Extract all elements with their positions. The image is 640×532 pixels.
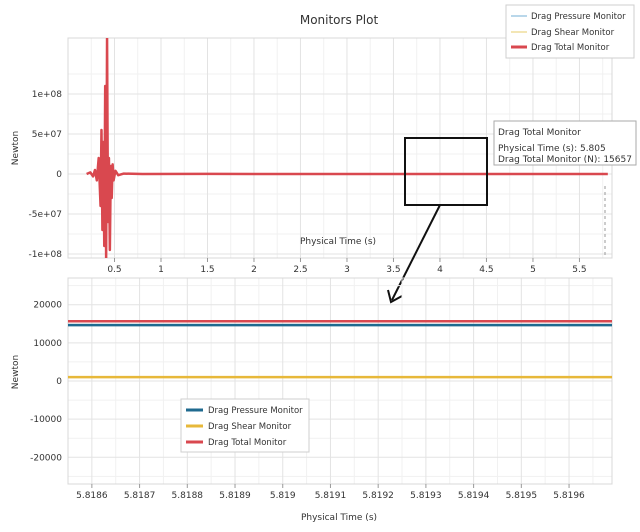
y-tick-label: -10000 — [30, 415, 62, 425]
x-tick-label: 0.5 — [107, 265, 121, 275]
top-x-axis-label: Physical Time (s) — [300, 237, 376, 247]
x-tick-label: 5.8194 — [458, 491, 490, 501]
zoom-arrow — [387, 204, 441, 304]
top-legend: Drag Pressure Monitor Drag Shear Monitor… — [505, 4, 635, 59]
x-tick-label: 5.8186 — [76, 491, 108, 501]
top-legend-item-shear[interactable]: Drag Shear Monitor — [511, 28, 615, 38]
bottom-x-axis-label: Physical Time (s) — [301, 513, 377, 523]
top-y-tick-labels: -1e+08 -5e+07 0 5e+07 1e+08 — [28, 90, 62, 260]
top-y-axis-label: Newton — [11, 131, 21, 165]
y-tick-label: 1e+08 — [32, 90, 63, 100]
data-tooltip: Drag Total Monitor Physical Time (s): 5.… — [493, 120, 637, 166]
legend-label-total: Drag Total Monitor — [531, 43, 610, 53]
x-tick-label: 3.5 — [386, 265, 400, 275]
legend-label-shear: Drag Shear Monitor — [531, 28, 615, 38]
bottom-legend-item-pressure[interactable]: Drag Pressure Monitor — [186, 406, 303, 416]
top-legend-item-pressure[interactable]: Drag Pressure Monitor — [511, 12, 626, 22]
bottom-y-tick-labels: -20000 -10000 0 10000 20000 — [30, 301, 62, 464]
x-tick-label: 5.8189 — [219, 491, 251, 501]
x-tick-label: 5.8187 — [124, 491, 156, 501]
legend-label-shear: Drag Shear Monitor — [208, 422, 292, 432]
bottom-grid — [68, 278, 612, 484]
x-tick-label: 5.8195 — [506, 491, 538, 501]
x-tick-label: 1 — [158, 265, 164, 275]
x-tick-label: 1.5 — [200, 265, 214, 275]
top-chart: Monitors Plot -1e+08 -5e+07 0 5e+07 1e+08 0.… — [11, 4, 637, 304]
legend-label-pressure: Drag Pressure Monitor — [208, 406, 303, 416]
y-tick-label: 10000 — [33, 339, 62, 349]
y-tick-label: 20000 — [33, 301, 62, 311]
legend-label-total: Drag Total Monitor — [208, 438, 287, 448]
bottom-legend: Drag Pressure Monitor Drag Shear Monitor… — [180, 398, 310, 453]
legend-label-pressure: Drag Pressure Monitor — [531, 12, 626, 22]
y-tick-label: 0 — [56, 377, 62, 387]
x-tick-label: 5 — [530, 265, 536, 275]
y-tick-label: -5e+07 — [28, 210, 62, 220]
bottom-y-axis-label: Newton — [11, 355, 21, 389]
zoom-selection-box — [404, 137, 488, 206]
x-tick-label: 5.8188 — [172, 491, 204, 501]
y-tick-label: -1e+08 — [28, 250, 62, 260]
y-tick-label: -20000 — [30, 453, 62, 463]
bottom-x-tick-labels: 5.8186 5.8187 5.8188 5.8189 5.819 5.8191 5.819… — [76, 484, 585, 501]
x-tick-label: 5.5 — [572, 265, 586, 275]
x-tick-label: 5.819 — [270, 491, 296, 501]
y-tick-label: 0 — [56, 170, 62, 180]
x-tick-label: 5.8193 — [410, 491, 442, 501]
x-tick-label: 5.8191 — [315, 491, 347, 501]
top-series-group — [86, 38, 608, 258]
x-tick-label: 3 — [344, 265, 350, 275]
bottom-legend-item-total[interactable]: Drag Total Monitor — [186, 438, 287, 448]
x-tick-label: 2 — [251, 265, 257, 275]
tooltip-line-value: Drag Total Monitor (N): 15657 — [498, 155, 632, 165]
tooltip-line-time: Physical Time (s): 5.805 — [498, 144, 606, 154]
top-legend-item-total[interactable]: Drag Total Monitor — [511, 43, 610, 53]
bottom-legend-item-shear[interactable]: Drag Shear Monitor — [186, 422, 292, 432]
top-x-tick-labels: 0.5 1 1.5 2 2.5 3 3.5 4 4.5 5 5.5 — [107, 258, 587, 275]
tooltip-box — [493, 120, 637, 166]
x-tick-label: 4 — [437, 265, 443, 275]
series-line-drag-total-monitor[interactable] — [86, 38, 608, 258]
y-tick-label: 5e+07 — [32, 130, 62, 140]
x-tick-label: 5.8196 — [553, 491, 585, 501]
bottom-plot-frame — [67, 277, 613, 485]
top-legend-box — [505, 4, 635, 59]
x-tick-label: 2.5 — [293, 265, 307, 275]
x-tick-label: 4.5 — [479, 265, 493, 275]
chart-title: Monitors Plot — [300, 13, 379, 27]
tooltip-title: Drag Total Monitor — [498, 128, 581, 138]
bottom-series-group — [68, 320, 612, 379]
x-tick-label: 5.8192 — [362, 491, 394, 501]
